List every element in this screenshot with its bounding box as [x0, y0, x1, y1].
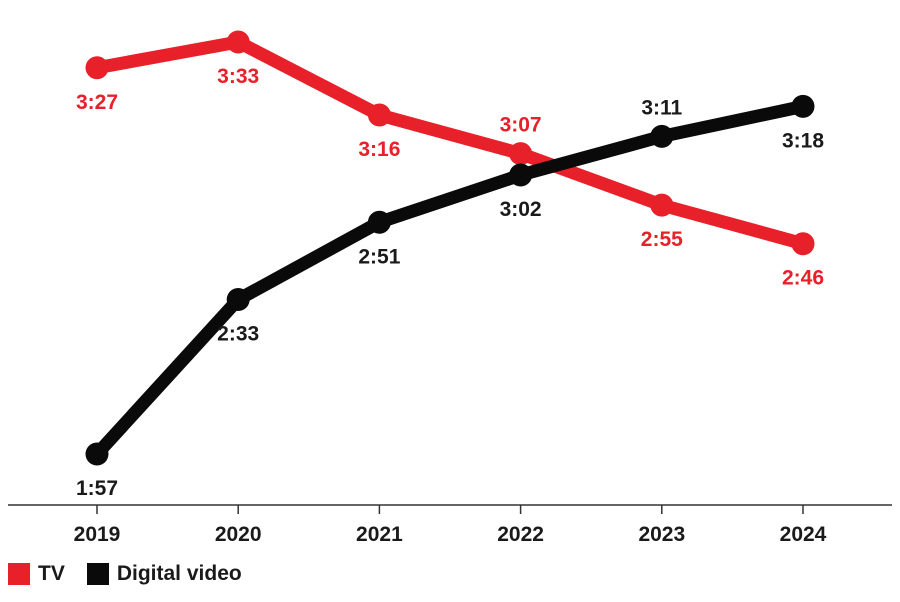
series-layer: [85, 30, 815, 466]
data-point-digital-video: [367, 210, 391, 234]
x-tick-label: 2022: [497, 523, 544, 546]
x-tick-label: 2019: [74, 523, 121, 546]
data-label-digital-video: 2:51: [358, 245, 400, 268]
data-labels: 3:27 3:33 3:16 3:07 2:55 2:46 1:57 2:33 2:51 3:02…: [76, 65, 824, 500]
data-point-tv: [650, 193, 674, 217]
data-label-digital-video: 3:18: [782, 129, 824, 152]
legend-swatch-tv: [8, 563, 30, 585]
data-point-tv: [509, 142, 533, 166]
legend-label-tv: TV: [38, 562, 65, 585]
data-point-digital-video: [650, 124, 674, 148]
legend-item-tv: TV: [8, 562, 65, 586]
data-point-tv: [226, 30, 250, 54]
legend-swatch-digital-video: [86, 563, 109, 585]
x-tick-label: 2020: [215, 523, 262, 546]
data-label-tv: 3:07: [500, 114, 542, 137]
x-tick-label: 2021: [356, 523, 403, 546]
data-point-digital-video: [509, 163, 533, 187]
data-label-tv: 3:16: [358, 138, 400, 161]
data-label-digital-video: 2:33: [217, 323, 259, 346]
legend-label-digital-video: Digital video: [116, 562, 242, 585]
legend-item-digital-video: Digital video: [86, 562, 242, 586]
x-tick-label: 2024: [780, 523, 827, 546]
data-label-tv: 2:55: [641, 228, 683, 251]
data-label-tv: 3:27: [76, 91, 118, 114]
data-label-tv: 3:33: [217, 65, 259, 88]
data-label-digital-video: 1:57: [76, 477, 118, 500]
data-label-tv: 2:46: [782, 267, 824, 290]
data-label-digital-video: 3:02: [500, 198, 542, 221]
data-point-tv: [791, 232, 815, 256]
data-point-tv: [85, 56, 109, 80]
legend: TV Digital video: [8, 562, 242, 586]
data-point-digital-video: [791, 94, 815, 118]
series-line-tv: [90, 35, 810, 251]
data-point-digital-video: [85, 442, 109, 466]
x-axis: 2019 2020 2021 2022 2023 2024: [8, 504, 892, 546]
data-point-digital-video: [226, 288, 250, 311]
x-tick-label: 2023: [638, 523, 685, 546]
data-point-tv: [367, 103, 391, 127]
data-label-digital-video: 3:11: [641, 96, 682, 119]
series-line-digital-video: [90, 99, 810, 461]
